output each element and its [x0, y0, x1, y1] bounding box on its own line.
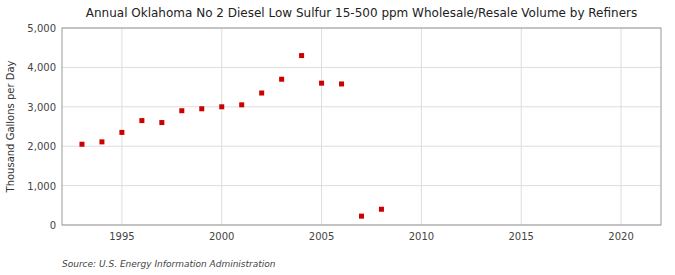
- x-tick-label: 1995: [109, 231, 134, 242]
- x-tick-label: 2020: [608, 231, 633, 242]
- y-grid-line: [62, 185, 661, 186]
- point: [219, 104, 224, 109]
- x-tick-label: 2015: [509, 231, 534, 242]
- x-grid-line: [221, 28, 222, 225]
- point: [279, 77, 284, 82]
- point: [239, 102, 244, 107]
- y-grid-line: [62, 67, 661, 68]
- point: [259, 91, 264, 96]
- x-tick-label: 2010: [409, 231, 434, 242]
- point: [319, 81, 324, 86]
- y-axis-label: Thousand Gallons per Day: [5, 60, 16, 193]
- x-grid-line: [521, 28, 522, 225]
- y-grid-line: [62, 106, 661, 107]
- y-tick-label: 0: [50, 220, 56, 231]
- point: [179, 108, 184, 113]
- y-tick-label: 5,000: [27, 23, 56, 34]
- point: [299, 53, 304, 58]
- x-tick-label: 2000: [209, 231, 234, 242]
- point: [99, 139, 104, 144]
- point: [159, 120, 164, 125]
- point: [119, 130, 124, 135]
- point: [139, 118, 144, 123]
- x-grid-line: [421, 28, 422, 225]
- chart: Annual Oklahoma No 2 Diesel Low Sulfur 1…: [0, 0, 675, 275]
- point: [199, 106, 204, 111]
- source-note: Source: U.S. Energy Information Administ…: [62, 259, 276, 269]
- background: [0, 0, 675, 275]
- point: [79, 142, 84, 147]
- y-tick-label: 2,000: [27, 141, 56, 152]
- point: [359, 214, 364, 219]
- y-tick-label: 1,000: [27, 181, 56, 192]
- x-tick-label: 2005: [309, 231, 334, 242]
- plot-frame: [62, 28, 661, 225]
- y-tick-label: 4,000: [27, 62, 56, 73]
- point: [339, 81, 344, 86]
- points: [79, 53, 384, 219]
- x-grid-line: [621, 28, 622, 225]
- x-grid-line: [121, 28, 122, 225]
- title: Annual Oklahoma No 2 Diesel Low Sulfur 1…: [86, 6, 637, 20]
- y-tick-label: 3,000: [27, 102, 56, 113]
- grid: [62, 28, 661, 225]
- point: [379, 207, 384, 212]
- y-grid-line: [62, 146, 661, 147]
- x-grid-line: [321, 28, 322, 225]
